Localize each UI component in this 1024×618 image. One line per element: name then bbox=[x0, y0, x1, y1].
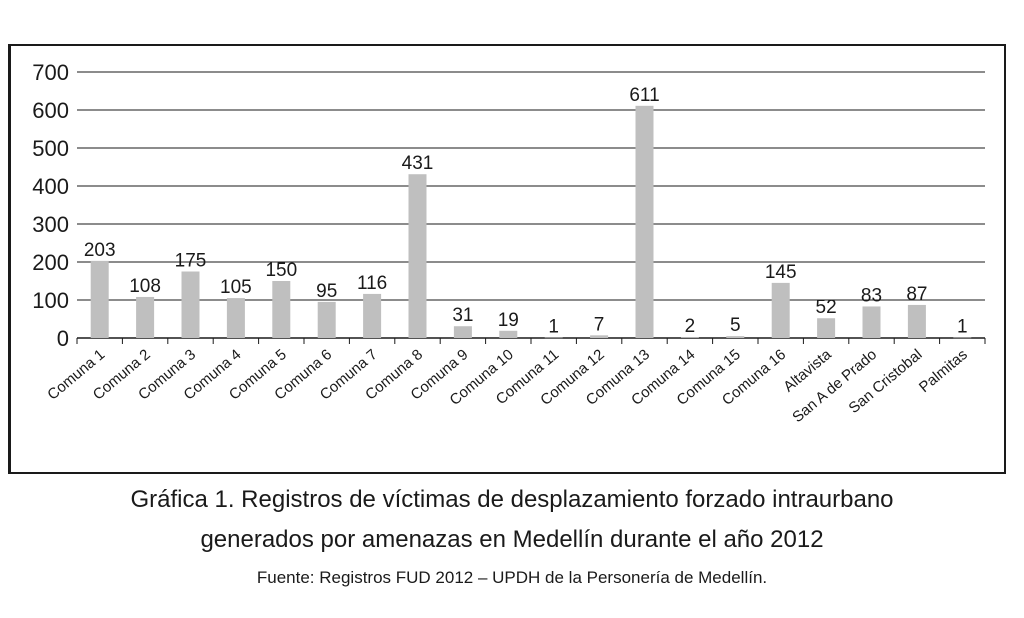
bar bbox=[499, 330, 518, 338]
chart-frame bbox=[8, 44, 1006, 474]
bar bbox=[317, 301, 336, 338]
bar bbox=[90, 260, 109, 338]
bar bbox=[453, 326, 472, 338]
y-tick-label: 700 bbox=[32, 60, 69, 85]
y-tick-label: 600 bbox=[32, 98, 69, 123]
bar bbox=[272, 281, 291, 338]
data-label: 95 bbox=[316, 281, 337, 302]
y-tick-label: 500 bbox=[32, 136, 69, 161]
bar bbox=[953, 337, 972, 339]
bar bbox=[635, 105, 654, 338]
data-label: 611 bbox=[629, 85, 659, 106]
y-tick-label: 200 bbox=[32, 250, 69, 275]
bar bbox=[408, 174, 427, 338]
y-tick-label: 0 bbox=[57, 326, 69, 351]
caption-title-line-1: Gráfica 1. Registros de víctimas de desp… bbox=[130, 486, 894, 513]
bar bbox=[680, 337, 699, 338]
data-label: 105 bbox=[220, 277, 252, 298]
caption-source: Fuente: Registros FUD 2012 – UPDH de la … bbox=[256, 568, 768, 587]
data-label: 87 bbox=[906, 284, 927, 305]
data-label: 1 bbox=[548, 317, 559, 338]
bar bbox=[181, 271, 200, 338]
data-label: 83 bbox=[861, 285, 882, 306]
bar bbox=[907, 304, 926, 338]
data-label: 19 bbox=[498, 310, 519, 331]
data-label: 5 bbox=[730, 315, 741, 336]
caption-title-line-2: generados por amenazas en Medellín duran… bbox=[200, 526, 824, 553]
data-label: 7 bbox=[594, 314, 605, 335]
bar bbox=[771, 282, 790, 338]
bar bbox=[862, 306, 881, 338]
data-label: 52 bbox=[816, 297, 837, 318]
data-label: 175 bbox=[175, 251, 207, 272]
bar bbox=[544, 337, 563, 339]
bar bbox=[363, 293, 382, 338]
data-label: 1 bbox=[957, 317, 968, 338]
data-label: 2 bbox=[685, 316, 696, 337]
y-tick-label: 100 bbox=[32, 288, 69, 313]
bar bbox=[226, 298, 245, 338]
bar bbox=[136, 296, 155, 338]
y-tick-label: 400 bbox=[32, 174, 69, 199]
data-label: 116 bbox=[357, 273, 387, 294]
bar bbox=[817, 318, 836, 338]
y-tick-label: 300 bbox=[32, 212, 69, 237]
data-label: 150 bbox=[265, 260, 297, 281]
bar bbox=[590, 335, 609, 338]
data-label: 31 bbox=[452, 305, 473, 326]
data-label: 108 bbox=[129, 276, 161, 297]
x-tick-label: Palmitas bbox=[916, 346, 971, 396]
bar bbox=[726, 336, 745, 338]
data-label: 145 bbox=[765, 262, 797, 283]
data-label: 203 bbox=[84, 240, 116, 261]
data-label: 431 bbox=[402, 153, 434, 174]
